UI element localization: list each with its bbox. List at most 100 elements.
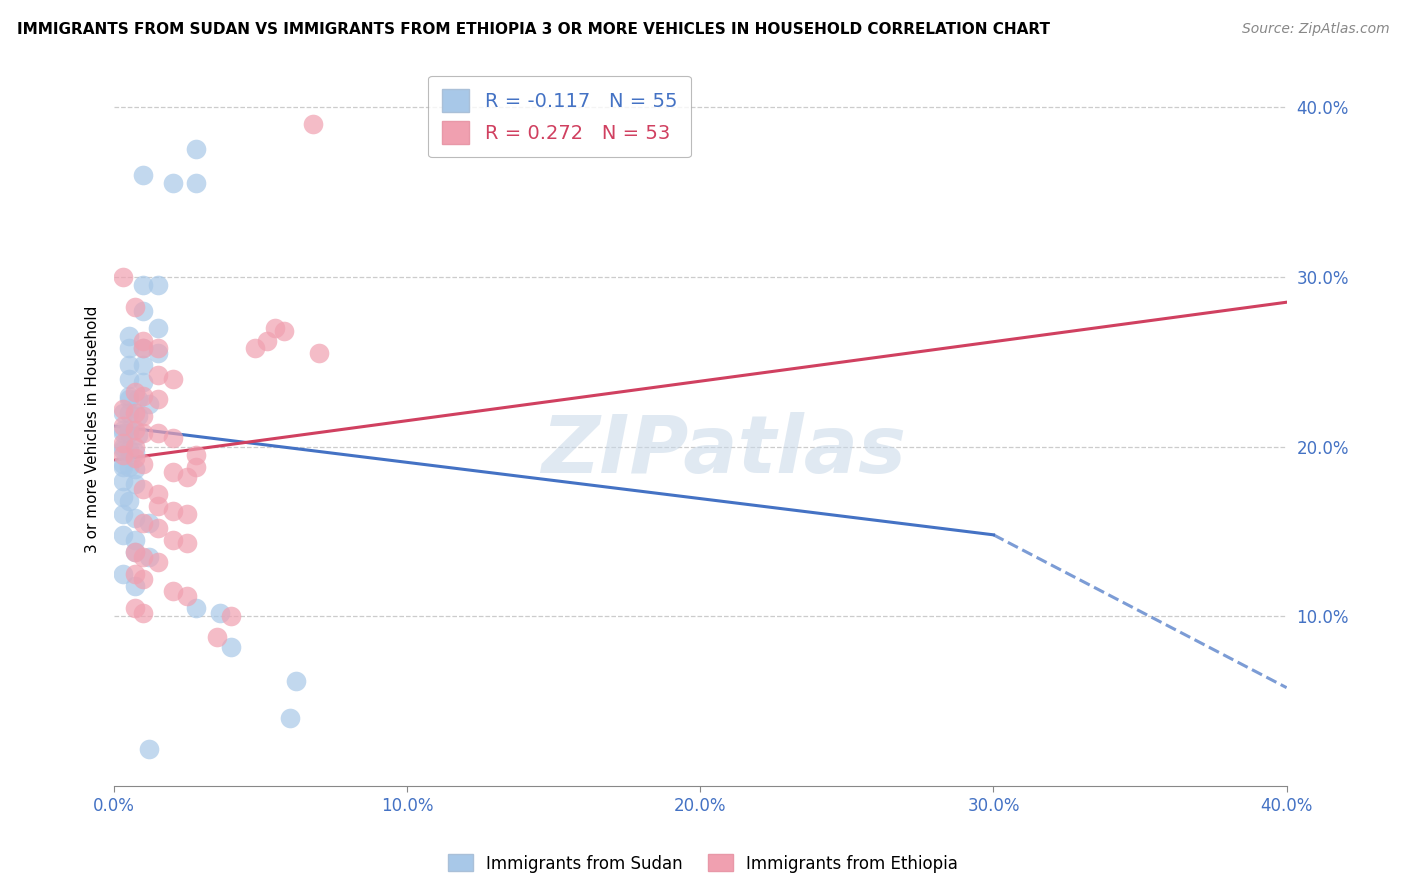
Point: [111, 269, 134, 284]
Point: [138, 516, 160, 530]
Point: [205, 630, 228, 644]
Point: [186, 448, 208, 462]
Y-axis label: 3 or more Vehicles in Household: 3 or more Vehicles in Household: [86, 306, 100, 553]
Text: IMMIGRANTS FROM SUDAN VS IMMIGRANTS FROM ETHIOPIA 3 OR MORE VEHICLES IN HOUSEHOL: IMMIGRANTS FROM SUDAN VS IMMIGRANTS FROM…: [17, 22, 1050, 37]
Point: [162, 504, 184, 518]
Point: [111, 425, 134, 440]
Point: [111, 442, 134, 457]
Point: [273, 324, 295, 338]
Point: [132, 375, 155, 389]
Point: [124, 385, 146, 400]
Point: [118, 371, 141, 385]
Point: [132, 303, 155, 318]
Point: [132, 549, 155, 564]
Point: [124, 600, 146, 615]
Point: [132, 457, 155, 471]
Point: [146, 278, 169, 293]
Point: [146, 555, 169, 569]
Point: [146, 368, 169, 383]
Point: [132, 388, 155, 402]
Point: [124, 444, 146, 458]
Point: [186, 177, 208, 191]
Point: [132, 341, 155, 355]
Point: [308, 346, 330, 360]
Point: [132, 341, 155, 355]
Point: [118, 406, 141, 420]
Point: [162, 533, 184, 547]
Point: [264, 320, 287, 334]
Point: [118, 341, 141, 355]
Point: [124, 511, 146, 525]
Point: [138, 549, 160, 564]
Text: Source: ZipAtlas.com: Source: ZipAtlas.com: [1241, 22, 1389, 37]
Point: [302, 117, 325, 131]
Point: [186, 142, 208, 156]
Point: [132, 334, 155, 349]
Point: [124, 545, 146, 559]
Point: [111, 406, 134, 420]
Point: [138, 397, 160, 411]
Point: [176, 470, 198, 484]
Point: [118, 459, 141, 474]
Point: [127, 409, 149, 423]
Point: [111, 566, 134, 581]
Point: [146, 392, 169, 406]
Point: [162, 371, 184, 385]
Point: [146, 521, 169, 535]
Point: [243, 341, 266, 355]
Point: [118, 388, 141, 402]
Point: [176, 508, 198, 522]
Point: [256, 334, 278, 349]
Point: [111, 528, 134, 542]
Point: [278, 711, 301, 725]
Point: [111, 491, 134, 505]
Point: [124, 566, 146, 581]
Point: [132, 606, 155, 620]
Point: [118, 392, 141, 406]
Point: [111, 448, 134, 462]
Text: ZIPatlas: ZIPatlas: [541, 412, 907, 490]
Point: [118, 329, 141, 343]
Point: [124, 301, 146, 315]
Point: [127, 392, 149, 406]
Point: [132, 425, 155, 440]
Point: [124, 423, 146, 437]
Point: [146, 346, 169, 360]
Point: [118, 358, 141, 372]
Point: [186, 459, 208, 474]
Point: [176, 536, 198, 550]
Point: [124, 476, 146, 491]
Point: [118, 425, 141, 440]
Point: [124, 533, 146, 547]
Point: [146, 487, 169, 501]
Point: [146, 341, 169, 355]
Point: [208, 606, 231, 620]
Point: [132, 516, 155, 530]
Point: [162, 177, 184, 191]
Point: [124, 579, 146, 593]
Point: [132, 572, 155, 586]
Point: [111, 474, 134, 488]
Point: [118, 423, 141, 437]
Point: [127, 427, 149, 442]
Point: [124, 440, 146, 454]
Point: [162, 431, 184, 445]
Point: [284, 673, 307, 688]
Point: [111, 440, 134, 454]
Point: [146, 499, 169, 513]
Point: [162, 465, 184, 479]
Point: [186, 600, 208, 615]
Point: [111, 436, 134, 450]
Point: [124, 461, 146, 475]
Point: [118, 442, 141, 457]
Point: [132, 358, 155, 372]
Point: [132, 482, 155, 496]
Point: [132, 278, 155, 293]
Point: [221, 640, 243, 654]
Legend: Immigrants from Sudan, Immigrants from Ethiopia: Immigrants from Sudan, Immigrants from E…: [441, 847, 965, 880]
Point: [132, 168, 155, 182]
Legend: R = -0.117   N = 55, R = 0.272   N = 53: R = -0.117 N = 55, R = 0.272 N = 53: [429, 76, 690, 157]
Point: [111, 459, 134, 474]
Point: [111, 402, 134, 417]
Point: [132, 409, 155, 423]
